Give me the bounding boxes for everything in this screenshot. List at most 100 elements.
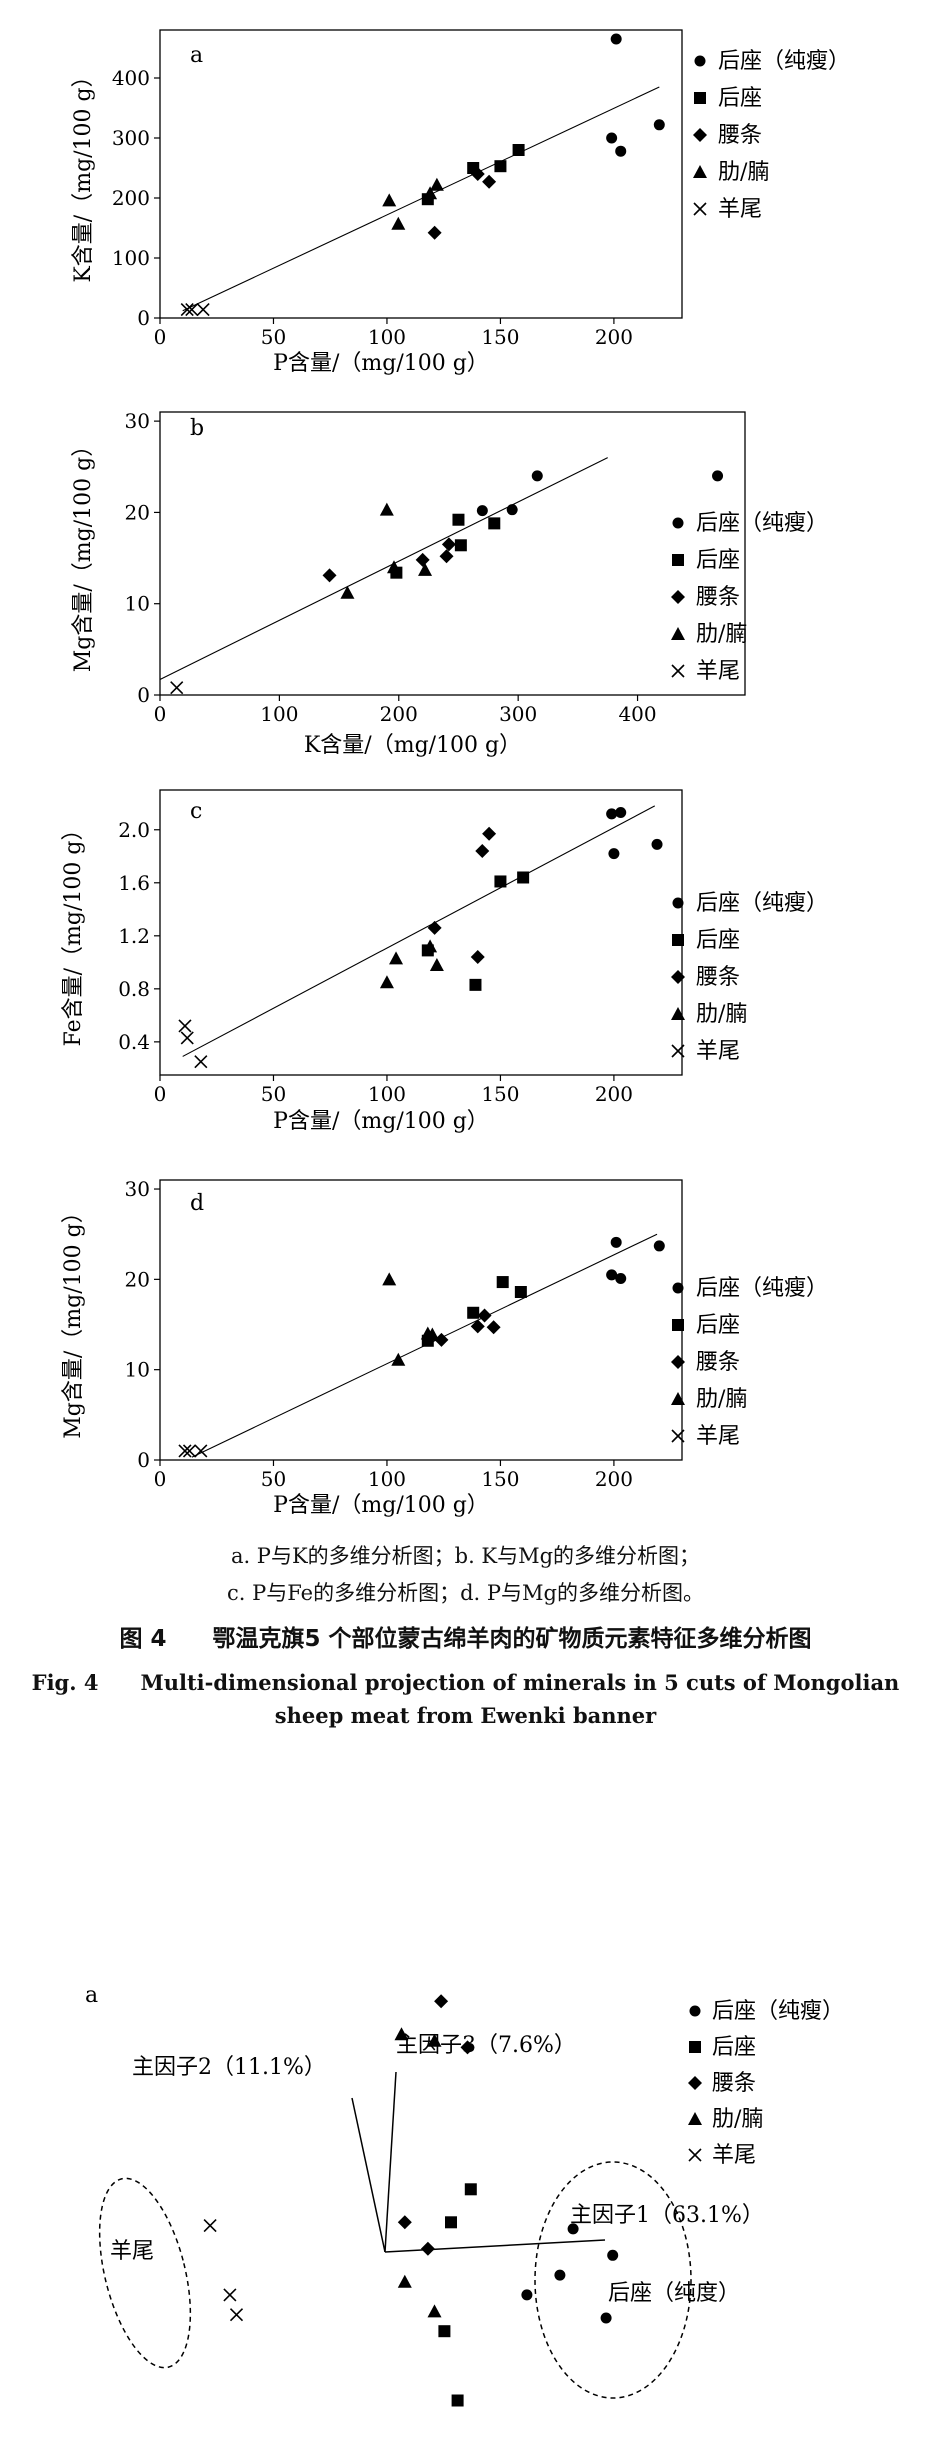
legend-marker-cross bbox=[693, 202, 707, 216]
panel-label: b bbox=[190, 416, 204, 441]
data-point-square bbox=[494, 160, 507, 173]
legend-marker-triangle bbox=[671, 627, 685, 640]
trend-line bbox=[182, 86, 660, 312]
data-point-cross bbox=[178, 1444, 192, 1458]
data-point-triangle bbox=[389, 951, 404, 965]
legend-label: 腰条 bbox=[696, 965, 740, 990]
x-tick-label: 150 bbox=[481, 325, 519, 349]
legend-label: 肋/腩 bbox=[696, 622, 747, 647]
x-tick-label: 100 bbox=[368, 1467, 406, 1491]
data-point-diamond bbox=[470, 167, 485, 181]
biplot-point-diamond bbox=[397, 2215, 412, 2230]
legend-marker-diamond bbox=[688, 2076, 702, 2090]
biplot-point-diamond bbox=[460, 2040, 475, 2055]
legend-label: 后座 bbox=[696, 548, 740, 573]
legend-marker-diamond bbox=[671, 970, 685, 984]
data-point-cross bbox=[180, 1031, 194, 1045]
trend-line bbox=[159, 457, 608, 680]
legend-label: 肋/腩 bbox=[696, 1002, 747, 1027]
data-point-triangle bbox=[423, 186, 438, 200]
y-axis-label: Mg含量/（mg/100 g） bbox=[61, 1201, 86, 1438]
data-point-cross bbox=[194, 1055, 208, 1069]
data-point-triangle bbox=[391, 216, 406, 230]
data-point-circle bbox=[615, 1272, 627, 1284]
biplot-point-square bbox=[438, 2325, 451, 2338]
x-tick-label: 300 bbox=[499, 702, 537, 726]
legend-marker-square bbox=[672, 934, 684, 946]
legend-label: 羊尾 bbox=[696, 1039, 740, 1064]
data-point-circle bbox=[606, 808, 618, 820]
legend-label: 肋/腩 bbox=[696, 1387, 747, 1412]
data-point-square bbox=[514, 1286, 527, 1298]
y-tick-label: 0 bbox=[137, 1448, 150, 1472]
scatter-panel-a: 0 50 100 150 200 0 100 200 300 400 a P含量/（mg/100 g）… bbox=[71, 29, 850, 376]
legend-marker-cross bbox=[688, 2148, 702, 2162]
data-point-triangle bbox=[379, 975, 394, 989]
plot-frame bbox=[159, 1179, 683, 1461]
caption-line-1: a. P与K的多维分析图；b. K与Mg的多维分析图； bbox=[230, 1544, 701, 1568]
data-point-circle bbox=[653, 119, 665, 131]
y-axis-label: Fe含量/（mg/100 g） bbox=[61, 819, 86, 1047]
data-point-circle bbox=[606, 132, 618, 144]
biplot-point-square bbox=[464, 2183, 477, 2196]
data-point-circle bbox=[506, 504, 518, 516]
legend-label: 羊尾 bbox=[718, 197, 762, 222]
data-point-triangle bbox=[425, 1327, 440, 1341]
data-point-diamond bbox=[439, 549, 454, 564]
data-point-circle bbox=[651, 838, 663, 850]
trend-line bbox=[182, 805, 656, 1057]
y-tick-label: 0.4 bbox=[118, 1030, 150, 1054]
data-point-square bbox=[454, 539, 467, 552]
data-point-diamond bbox=[482, 826, 497, 841]
x-tick-label: 0 bbox=[154, 325, 167, 349]
y-tick-label: 100 bbox=[112, 246, 150, 270]
biplot-point-square bbox=[451, 2394, 464, 2407]
factor-biplot-a: a 主因子1（63.1%） 主因子2（11.1%） 主因子3（7.6%） 羊尾后座（纯度… bbox=[85, 1983, 844, 2407]
legend-marker-circle bbox=[672, 1282, 684, 1294]
data-point-triangle bbox=[391, 1352, 406, 1366]
factor-axis-3 bbox=[384, 2071, 397, 2253]
legend-label: 后座（纯瘦） bbox=[696, 891, 828, 916]
panel-label: c bbox=[190, 799, 202, 824]
data-point-circle bbox=[615, 145, 627, 157]
y-tick-label: 1.2 bbox=[118, 924, 150, 948]
scatter-panel-d: 0 50 100 150 200 0 10 20 30 d P含量/（mg/100 g） Mg含量/（… bbox=[61, 1177, 828, 1518]
biplot-point-triangle bbox=[397, 2274, 412, 2288]
y-tick-label: 0 bbox=[137, 683, 150, 707]
data-point-cross bbox=[170, 681, 184, 695]
biplot-point-square bbox=[445, 2216, 457, 2229]
x-tick-label: 400 bbox=[618, 702, 656, 726]
legend-label: 羊尾 bbox=[712, 2143, 756, 2168]
legend-label: 腰条 bbox=[696, 585, 740, 610]
legend-marker-triangle bbox=[688, 2112, 702, 2125]
data-point-circle bbox=[712, 470, 724, 482]
legend-label: 后座 bbox=[696, 1313, 740, 1338]
x-axis-label: P含量/（mg/100 g） bbox=[273, 1109, 489, 1134]
x-tick-label: 200 bbox=[595, 1467, 633, 1491]
data-point-square bbox=[469, 978, 482, 991]
data-point-diamond bbox=[470, 950, 485, 965]
x-tick-label: 100 bbox=[368, 1082, 406, 1106]
x-axis-label: P含量/（mg/100 g） bbox=[273, 351, 489, 376]
data-point-circle bbox=[615, 807, 627, 819]
legend-label: 后座 bbox=[718, 86, 762, 111]
data-point-circle bbox=[610, 33, 622, 45]
scatter-panel-b: 0 100 200 300 400 0 10 20 30 b K含量/（mg/100 g） Mg含量/… bbox=[71, 409, 828, 758]
legend-label: 后座 bbox=[696, 928, 740, 953]
data-point-triangle bbox=[340, 585, 355, 599]
data-point-diamond bbox=[322, 568, 337, 583]
x-axis-label: P含量/（mg/100 g） bbox=[273, 1493, 489, 1518]
data-point-diamond bbox=[475, 843, 490, 858]
legend-marker-square bbox=[672, 554, 684, 566]
data-point-cross bbox=[196, 303, 210, 317]
data-point-diamond bbox=[427, 225, 442, 240]
figure-title-en-line-2: sheep meat from Ewenki banner bbox=[274, 1703, 657, 1728]
x-tick-label: 0 bbox=[154, 1467, 167, 1491]
data-point-square bbox=[494, 875, 507, 888]
x-tick-label: 50 bbox=[261, 325, 286, 349]
y-tick-label: 0 bbox=[137, 306, 150, 330]
y-tick-label: 20 bbox=[125, 500, 150, 524]
y-axis-label: Mg含量/（mg/100 g） bbox=[71, 435, 96, 672]
legend-label: 羊尾 bbox=[696, 1424, 740, 1449]
